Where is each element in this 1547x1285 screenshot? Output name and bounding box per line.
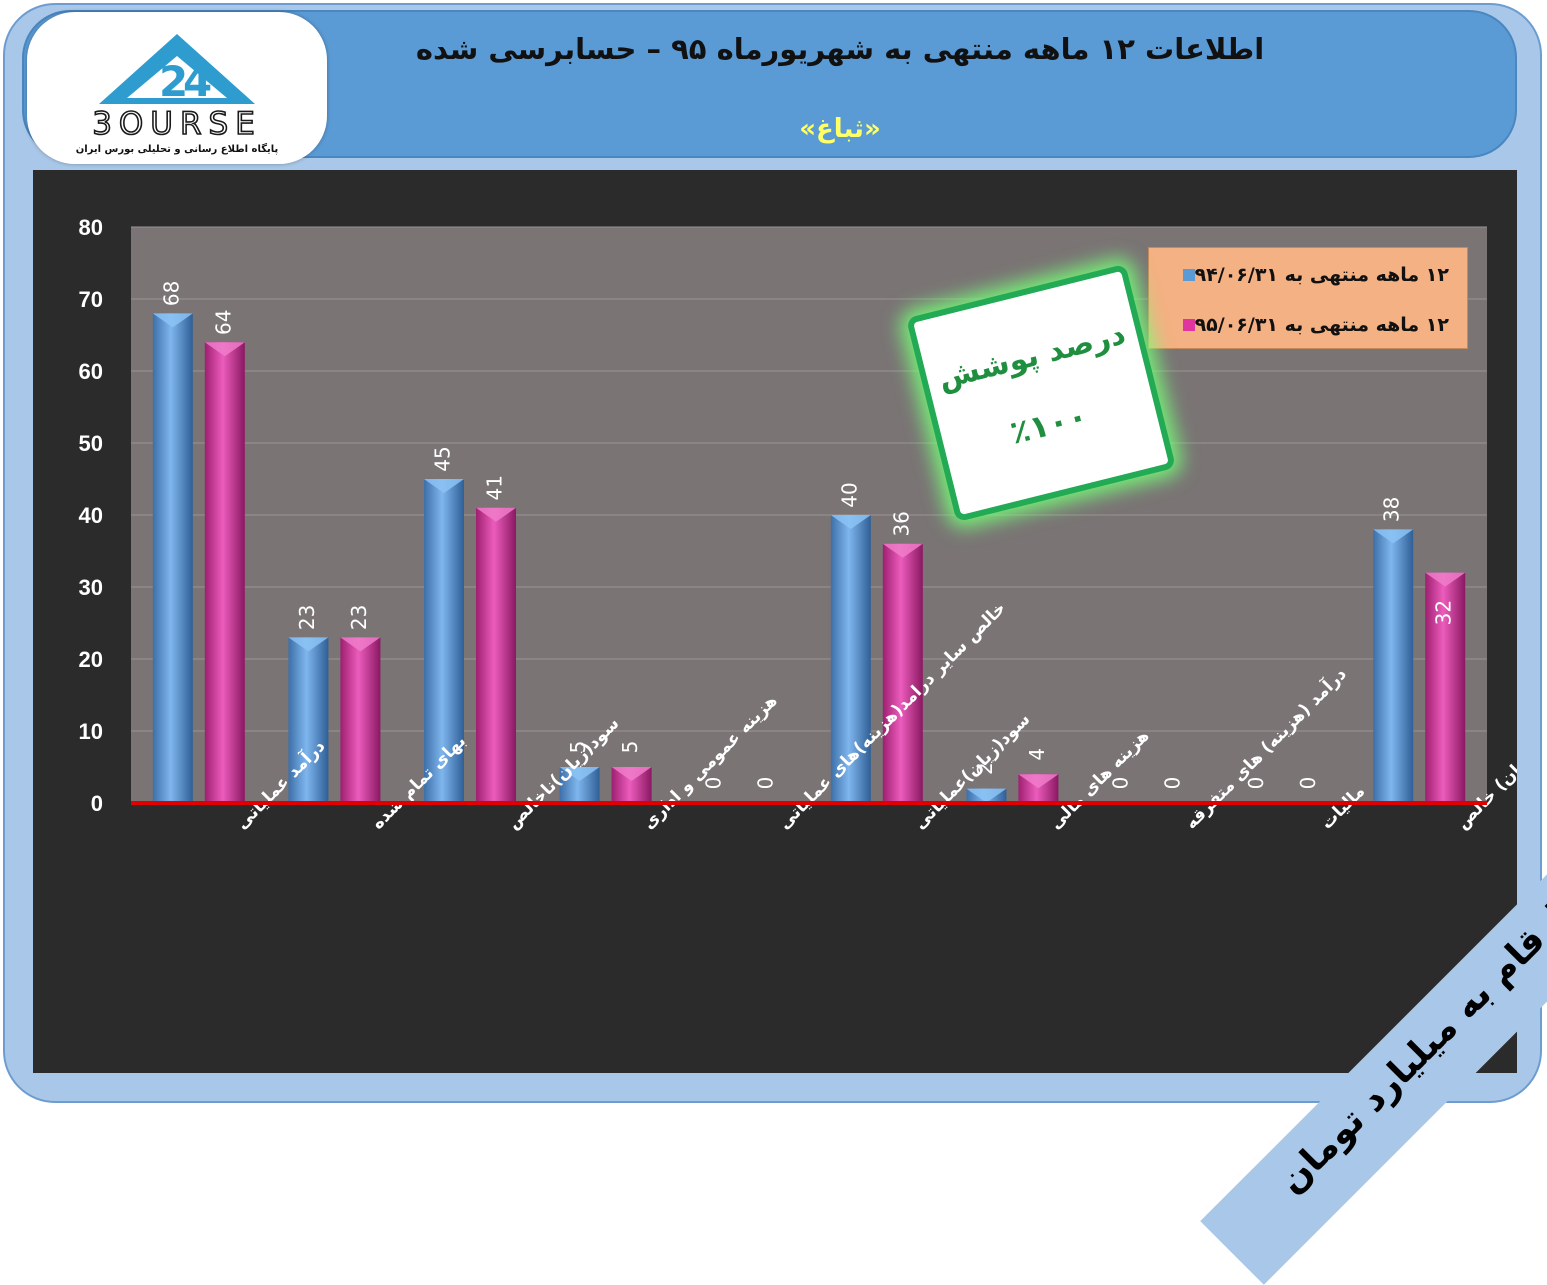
legend-label-series1: ۱۲ ماهه منتهی به ۹۴/۰۶/۳۱	[1194, 264, 1449, 286]
bar-series1	[830, 515, 871, 803]
bar-series1	[1373, 529, 1414, 803]
legend-label-series2: ۱۲ ماهه منتهی به ۹۵/۰۶/۳۱	[1194, 314, 1449, 336]
value-label: 68	[159, 281, 183, 306]
logo-brand-text: 3OURSE	[92, 106, 262, 142]
value-label: 0	[702, 777, 726, 790]
bar-cap	[476, 507, 516, 522]
logo: 2 4 3OURSE پایگاه اطلاع رسانی و تحلیلی ب…	[27, 12, 327, 164]
bar-cap	[882, 543, 923, 558]
bar-cap	[966, 788, 1007, 803]
bar-cap	[1018, 774, 1059, 789]
y-tick-label: 20	[79, 647, 103, 672]
value-label: 0	[1296, 777, 1320, 790]
value-label: 0	[1244, 777, 1268, 790]
bar-series1	[424, 479, 464, 803]
y-tick-label: 0	[91, 791, 103, 816]
y-tick-label: 10	[79, 719, 103, 744]
page-title: اطلاعات ۱۲ ماهه منتهی به شهریورماه ۹۵ – …	[415, 32, 1265, 66]
bar-series2	[476, 507, 516, 803]
legend-item-series1: ۱۲ ماهه منتهی به ۹۴/۰۶/۳۱	[1177, 264, 1449, 286]
bar-series2	[340, 637, 381, 803]
logo-number-2: 2	[159, 57, 188, 106]
bar-cap	[204, 342, 245, 357]
y-tick-label: 30	[79, 575, 103, 600]
bar-cap	[1425, 572, 1466, 587]
value-label: 32	[1432, 600, 1456, 625]
bar-cap	[424, 479, 464, 493]
bar-series1	[152, 313, 193, 803]
logo-number-4: 4	[183, 57, 212, 106]
bar-cap	[559, 767, 600, 781]
value-label: 45	[431, 446, 455, 471]
logo-triangle-inner	[127, 56, 227, 98]
value-label: 64	[211, 309, 235, 334]
value-label: 2	[973, 762, 997, 775]
value-label: 41	[483, 475, 507, 500]
value-label: 4	[1025, 748, 1049, 761]
y-tick-label: 60	[79, 359, 103, 384]
bar-series2	[882, 543, 923, 803]
y-tick-label: 40	[79, 503, 103, 528]
value-label: 5	[618, 741, 642, 754]
bar-series2	[204, 342, 245, 803]
bar-cap	[340, 637, 381, 652]
value-label: 23	[295, 605, 319, 630]
legend-swatch-series2	[1182, 319, 1195, 331]
coverage-value: ٪۱۰۰	[1006, 396, 1092, 452]
logo-mark: 2 4 3OURSE پایگاه اطلاع رسانی و تحلیلی ب…	[76, 34, 279, 155]
value-label: 36	[889, 511, 913, 536]
chart-panel: 0 10 20 30 40 50 60 70 80 68 64 23 23 45 41 5 5 0 0 40 36 2 4…	[33, 170, 1547, 1073]
bar-cap	[152, 313, 193, 328]
legend: ۱۲ ماهه منتهی به ۹۴/۰۶/۳۱ ۱۲ ماهه منتهی …	[1148, 247, 1468, 349]
value-label: 38	[1380, 497, 1404, 522]
legend-item-series2: ۱۲ ماهه منتهی به ۹۵/۰۶/۳۱	[1177, 314, 1449, 336]
y-tick-label: 50	[79, 431, 103, 456]
bar-series2	[1425, 572, 1466, 803]
value-label: 5	[566, 741, 590, 754]
logo-tagline: پایگاه اطلاع رسانی و تحلیلی بورس ایران	[76, 142, 279, 155]
bar-cap	[830, 515, 871, 529]
bar-cap	[1373, 529, 1414, 544]
value-label: 0	[1161, 777, 1185, 790]
bar-cap	[611, 767, 652, 781]
value-label: 0	[1109, 777, 1133, 790]
bar-series1	[288, 637, 329, 803]
company-symbol: «ثباغ»	[799, 114, 881, 144]
value-label: 23	[347, 605, 371, 630]
y-tick-label: 80	[79, 215, 103, 240]
legend-swatch-series1	[1182, 269, 1195, 281]
y-tick-label: 70	[79, 287, 103, 312]
value-label: 0	[754, 777, 778, 790]
coverage-label: درصد پوشش	[934, 316, 1130, 397]
value-label: 40	[837, 482, 861, 507]
bar-cap	[288, 637, 329, 652]
